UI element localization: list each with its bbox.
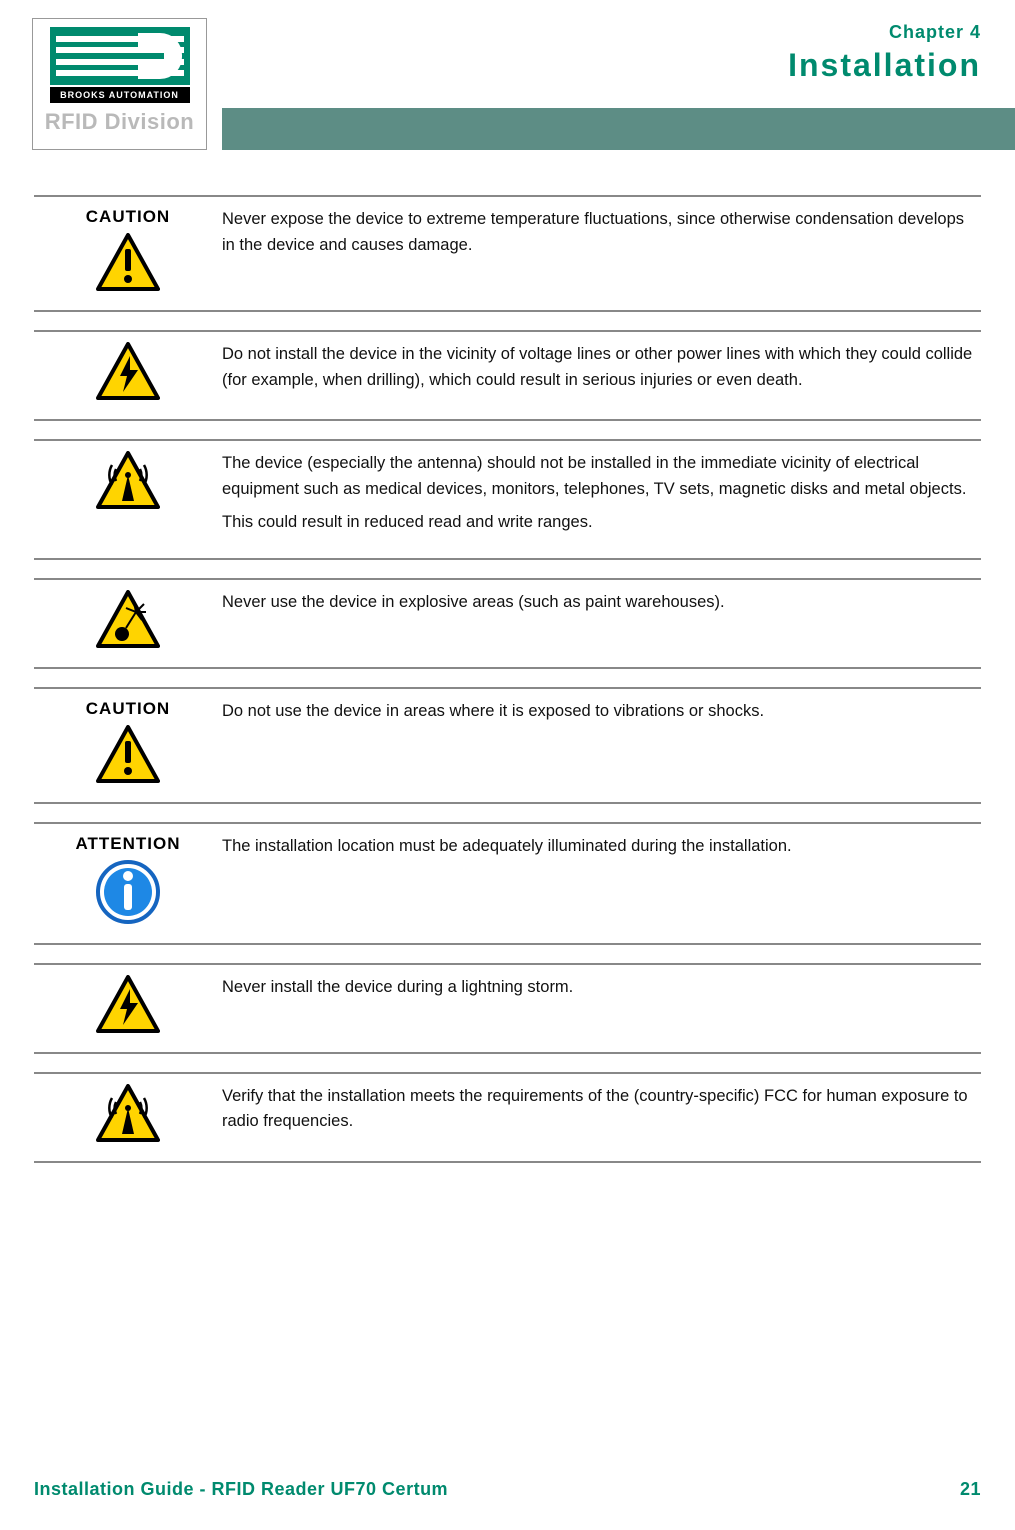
notice-row: Never install the device during a lightn… (34, 963, 981, 1054)
notice-body: Never expose the device to extreme tempe… (222, 207, 981, 296)
notice-left-column (34, 342, 222, 405)
chapter-heading: Chapter 4 Installation (788, 22, 981, 84)
caution-icon (96, 725, 160, 788)
chapter-label: Chapter 4 (788, 22, 981, 43)
notice-label: CAUTION (42, 207, 214, 227)
notice-row: CAUTION Never expose the device to extre… (34, 195, 981, 312)
electric-icon (96, 342, 160, 405)
header-strip (222, 108, 1015, 150)
notice-text: Do not use the device in areas where it … (222, 699, 981, 725)
logo-company-text: BROOKS AUTOMATION (50, 87, 190, 103)
notice-row: ATTENTION The installation location must… (34, 822, 981, 945)
notice-body: Do not use the device in areas where it … (222, 699, 981, 788)
footer-doc-title: Installation Guide - RFID Reader UF70 Ce… (34, 1479, 448, 1500)
notice-label: CAUTION (42, 699, 214, 719)
notice-row: CAUTION Do not use the device in areas w… (34, 687, 981, 804)
content-area: CAUTION Never expose the device to extre… (0, 155, 1015, 1163)
notice-left-column (34, 451, 222, 544)
notice-body: Never use the device in explosive areas … (222, 590, 981, 653)
notice-body: Verify that the installation meets the r… (222, 1084, 981, 1147)
attention-icon (96, 860, 160, 929)
notice-left-column: CAUTION (34, 207, 222, 296)
electric-icon (96, 975, 160, 1038)
explosion-icon (96, 590, 160, 653)
caution-icon (96, 233, 160, 296)
notice-text: The installation location must be adequa… (222, 834, 981, 860)
notice-text: Never expose the device to extreme tempe… (222, 207, 981, 258)
company-logo: BROOKS AUTOMATION RFID Division (32, 18, 207, 150)
notice-left-column (34, 590, 222, 653)
notice-body: Never install the device during a lightn… (222, 975, 981, 1038)
radio-icon (96, 451, 160, 514)
notice-text: The device (especially the antenna) shou… (222, 451, 981, 502)
notice-left-column: CAUTION (34, 699, 222, 788)
radio-icon (96, 1084, 160, 1147)
notice-label: ATTENTION (42, 834, 214, 854)
notice-body: The device (especially the antenna) shou… (222, 451, 981, 544)
notice-body: The installation location must be adequa… (222, 834, 981, 929)
notice-text: Do not install the device in the vicinit… (222, 342, 981, 393)
logo-division-text: RFID Division (45, 109, 195, 135)
notice-body: Do not install the device in the vicinit… (222, 342, 981, 405)
notice-row: Do not install the device in the vicinit… (34, 330, 981, 421)
page-footer: Installation Guide - RFID Reader UF70 Ce… (34, 1479, 981, 1500)
notice-text: Never install the device during a lightn… (222, 975, 981, 1001)
notice-left-column (34, 1084, 222, 1147)
notice-row: Verify that the installation meets the r… (34, 1072, 981, 1163)
notice-row: The device (especially the antenna) shou… (34, 439, 981, 560)
footer-page-number: 21 (960, 1479, 981, 1500)
page-header: BROOKS AUTOMATION RFID Division Chapter … (0, 0, 1015, 155)
notice-left-column (34, 975, 222, 1038)
notice-text: This could result in reduced read and wr… (222, 510, 981, 536)
notice-text: Verify that the installation meets the r… (222, 1084, 981, 1135)
notice-text: Never use the device in explosive areas … (222, 590, 981, 616)
logo-flag-icon (50, 27, 190, 85)
notice-left-column: ATTENTION (34, 834, 222, 929)
chapter-title: Installation (788, 47, 981, 84)
notice-row: Never use the device in explosive areas … (34, 578, 981, 669)
